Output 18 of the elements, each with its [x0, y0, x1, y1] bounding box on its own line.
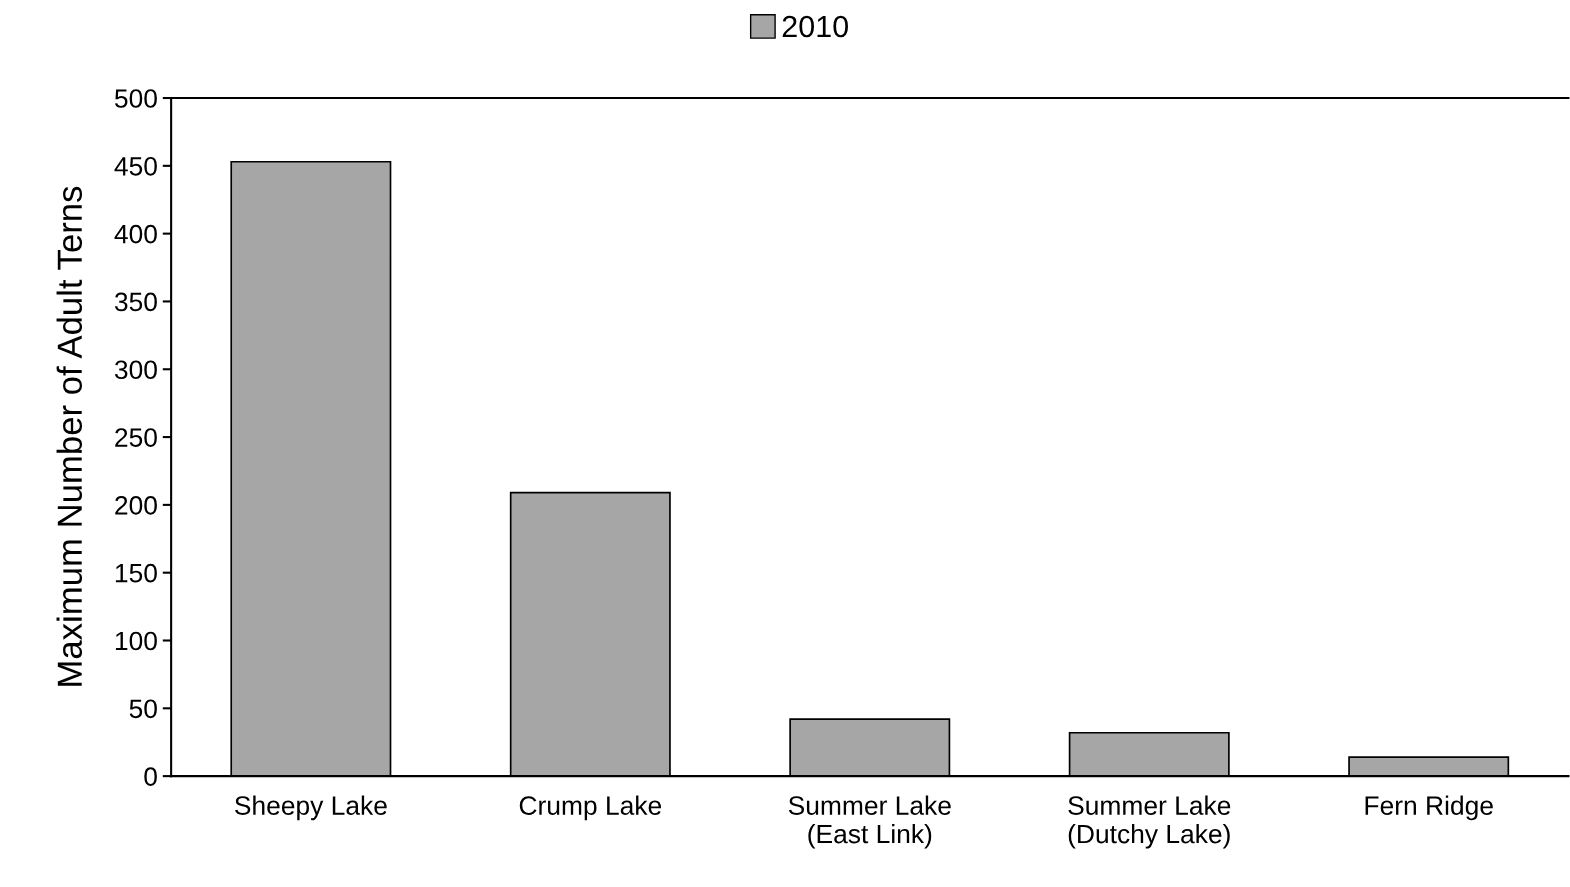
x-tick-label: Fern Ridge	[1365, 795, 1493, 821]
y-tick-label: 100	[115, 631, 157, 651]
x-tick-label: Summer Lake (East Link)	[788, 795, 951, 849]
y-tick-label: 0	[144, 767, 157, 786]
y-tick-label: 200	[115, 496, 157, 515]
y-tick-label: 400	[114, 224, 157, 244]
y-axis-title: Maximum Number of Adult Terns	[56, 186, 83, 686]
y-tick-label: 250	[115, 428, 157, 447]
y-tick-label: 150	[115, 563, 157, 583]
x-tick-label: Summer Lake (Dutchy Lake)	[1068, 795, 1231, 849]
x-tick-label: Sheepy Lake	[235, 795, 387, 821]
y-tick-label: 500	[114, 89, 157, 108]
legend-label: 2010	[782, 15, 848, 38]
y-tick-label: 300	[114, 360, 157, 380]
y-tick-label: 50	[129, 699, 157, 719]
x-tick-label: Crump Lake	[519, 795, 662, 821]
y-tick-label: 350	[114, 292, 157, 312]
y-tick-label: 450	[114, 156, 157, 176]
